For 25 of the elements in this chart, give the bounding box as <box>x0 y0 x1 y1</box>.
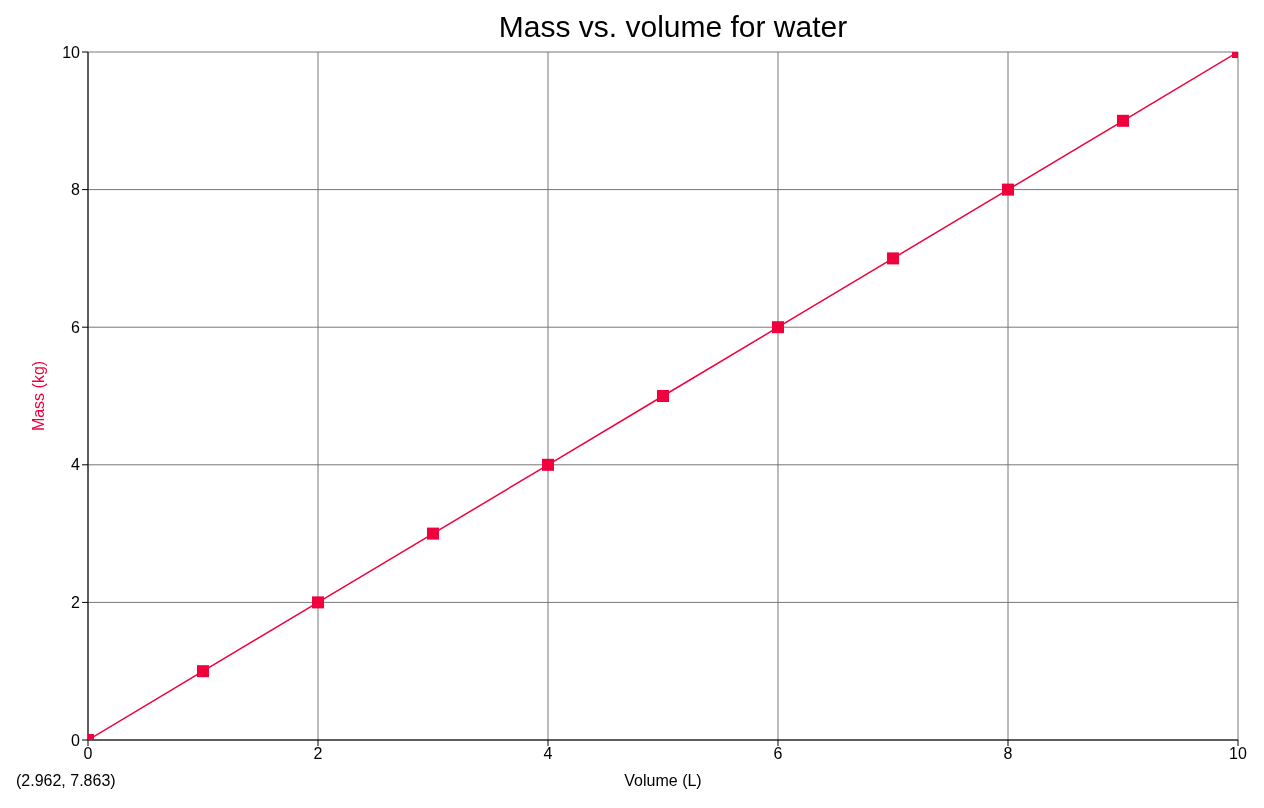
point <box>197 665 209 678</box>
y-tick-label: 2 <box>71 594 81 612</box>
y-tick-label: 4 <box>71 456 81 474</box>
text: (2.962, 7.863) <box>16 772 116 790</box>
point <box>1002 183 1014 196</box>
x-axis-title: Volume (L) <box>624 772 702 789</box>
point <box>657 390 669 402</box>
x-tick-label: 0 <box>83 745 93 763</box>
y-tick-label: 6 <box>71 318 81 336</box>
point <box>312 596 324 609</box>
x-tick-label: 8 <box>1003 745 1013 763</box>
y-tick-label: 8 <box>71 181 81 199</box>
y-tick-label: 10 <box>62 43 81 61</box>
chart-title: Mass vs. volume for water <box>497 10 849 44</box>
point <box>542 458 554 471</box>
x-tick-label: 10 <box>1229 745 1247 763</box>
x-tick-label: 2 <box>313 745 323 763</box>
point <box>887 252 899 265</box>
point <box>1117 114 1129 127</box>
y-tick-label: 0 <box>71 731 81 749</box>
x-tick-label: 6 <box>773 745 783 763</box>
x-tick-label: 4 <box>543 745 553 763</box>
point <box>772 321 784 334</box>
y-axis-title: Mass (kg) <box>29 360 47 432</box>
point <box>427 527 439 540</box>
